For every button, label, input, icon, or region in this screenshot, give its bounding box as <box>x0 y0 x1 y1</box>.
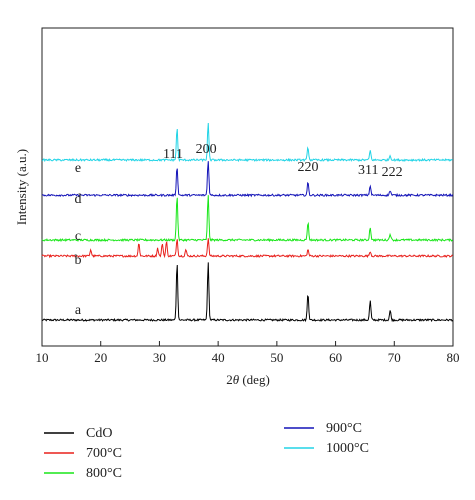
y-axis-label: Intensity (a.u.) <box>14 149 29 225</box>
peak-label-200: 200 <box>196 142 217 157</box>
x-tick-label: 80 <box>447 350 460 365</box>
peak-label-311: 311 <box>358 163 378 178</box>
x-tick-label: 50 <box>270 350 283 365</box>
curve-label-b: b <box>75 253 82 268</box>
curve-label-a: a <box>75 303 82 318</box>
x-tick-label: 60 <box>329 350 342 365</box>
x-ticks-group: 10 20 30 40 50 60 70 80 <box>36 341 460 365</box>
x-axis-label-prefix: 2 <box>226 372 233 387</box>
legend-entry-b: 700°C <box>86 446 122 461</box>
curve-label-c: c <box>75 229 81 244</box>
legend-entry-d: 900°C <box>326 421 362 436</box>
legend-entry-e: 1000°C <box>326 441 369 456</box>
peak-label-220: 220 <box>297 160 318 175</box>
series-line-b <box>41 238 454 259</box>
curves-group <box>41 122 454 323</box>
peak-labels-group: 111 200 220 311 222 <box>163 142 403 180</box>
plot-frame <box>41 27 454 347</box>
legend-entry-a: CdO <box>86 426 112 441</box>
series-line-d <box>41 161 454 198</box>
series-line-e <box>41 122 453 163</box>
x-axis-label-suffix: (deg) <box>239 372 270 387</box>
x-tick-label: 20 <box>94 350 107 365</box>
legend-entry-c: 800°C <box>86 466 122 481</box>
curve-label-e: e <box>75 161 81 176</box>
curve-label-d: d <box>75 192 82 207</box>
peak-label-222: 222 <box>382 165 403 180</box>
x-tick-label: 10 <box>36 350 49 365</box>
x-tick-label: 30 <box>153 350 166 365</box>
legend: CdO 700°C 800°C 900°C 1000°C <box>44 421 369 481</box>
series-line-c <box>41 195 454 243</box>
curve-labels-group: a bc d e <box>75 161 82 318</box>
series-line-a <box>41 262 454 323</box>
x-tick-label: 40 <box>212 350 225 365</box>
x-tick-label: 70 <box>388 350 401 365</box>
x-axis-label-theta: θ <box>233 372 240 387</box>
peak-label-111: 111 <box>163 147 183 162</box>
x-axis-label: 2θ (deg) <box>226 372 270 387</box>
